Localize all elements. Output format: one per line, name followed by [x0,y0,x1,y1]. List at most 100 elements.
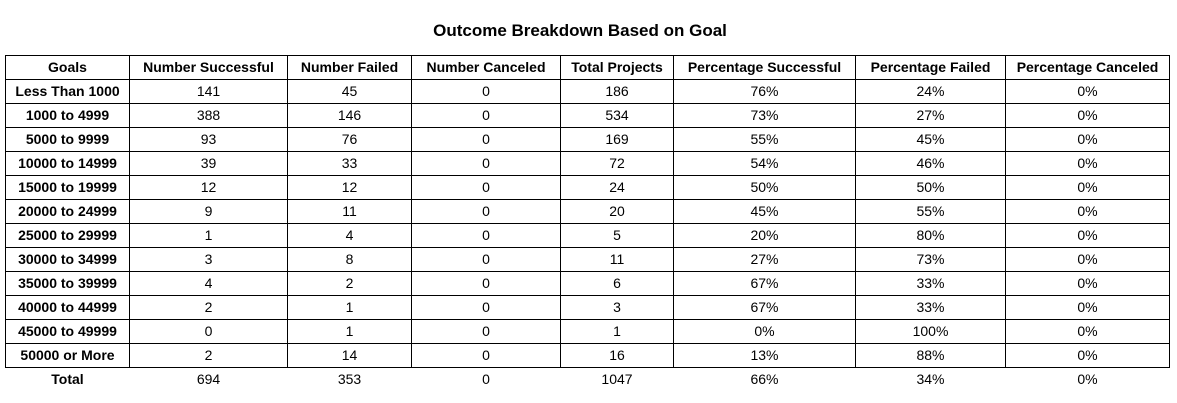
percentage-successful-cell: 45% [673,199,856,224]
total-projects-cell: 534 [560,103,674,128]
number-successful-cell: 388 [129,103,288,128]
goal-cell: 30000 to 34999 [5,247,130,272]
number-successful-cell: 0 [129,319,288,344]
number-successful-cell: 141 [129,79,288,104]
total-projects-cell: 16 [560,343,674,368]
percentage-canceled-cell: 0% [1005,199,1170,224]
number-canceled-cell: 0 [411,295,561,320]
table-row: 40000 to 44999 2 1 0 3 67% 33% 0% [5,295,1170,320]
total-projects-cell: 20 [560,199,674,224]
goal-cell: 10000 to 14999 [5,151,130,176]
number-successful-cell: 694 [196,371,221,387]
header-goals: Goals [5,55,130,80]
goal-cell: 15000 to 19999 [5,175,130,200]
percentage-successful-cell: 20% [673,223,856,248]
number-failed-cell: 146 [287,103,412,128]
total-projects-cell: 1047 [601,371,633,387]
total-projects-cell: 24 [560,175,674,200]
number-canceled-cell: 0 [411,343,561,368]
goal-cell: 50000 or More [5,343,130,368]
number-canceled-cell: 0 [411,319,561,344]
number-canceled-cell: 0 [411,151,561,176]
percentage-canceled-cell: 0% [1005,127,1170,152]
total-projects-cell: 6 [560,271,674,296]
percentage-failed-cell: 34% [916,371,945,387]
goal-cell: 20000 to 24999 [5,199,130,224]
percentage-canceled-cell: 0% [1005,319,1170,344]
percentage-canceled-cell: 0% [1005,223,1170,248]
total-projects-cell: 3 [560,295,674,320]
table-row: 30000 to 34999 3 8 0 11 27% 73% 0% [5,247,1170,272]
goal-cell: 45000 to 49999 [5,319,130,344]
table-row: 45000 to 49999 0 1 0 1 0% 100% 0% [5,319,1170,344]
percentage-successful-cell: 76% [673,79,856,104]
percentage-canceled-cell: 0% [1005,175,1170,200]
percentage-failed-cell: 80% [855,223,1006,248]
total-projects-cell: 169 [560,127,674,152]
table-body: Less Than 1000 141 45 0 186 76% 24% 0% 1000 to 4… [5,79,1170,392]
percentage-canceled-cell: 0% [1005,103,1170,128]
percentage-failed-cell: 46% [855,151,1006,176]
percentage-canceled-cell: 0% [1005,271,1170,296]
goal-cell: 40000 to 44999 [5,295,130,320]
goal-cell: Total [51,371,84,387]
goal-cell: 25000 to 29999 [5,223,130,248]
table-row: 1000 to 4999 388 146 0 534 73% 27% 0% [5,103,1170,128]
goal-cell: Less Than 1000 [5,79,130,104]
percentage-successful-cell: 0% [673,319,856,344]
percentage-failed-cell: 73% [855,247,1006,272]
percentage-successful-cell: 66% [750,371,779,387]
percentage-canceled-cell: 0% [1005,247,1170,272]
percentage-successful-cell: 54% [673,151,856,176]
percentage-successful-cell: 73% [673,103,856,128]
header-number-canceled: Number Canceled [411,55,561,80]
header-row: Goals Number Successful Number Failed Nu… [5,55,1170,80]
total-projects-cell: 11 [560,247,674,272]
table-row: 5000 to 9999 93 76 0 169 55% 45% 0% [5,127,1170,152]
outcome-table: Goals Number Successful Number Failed Nu… [5,55,1170,391]
goal-cell: 1000 to 4999 [5,103,130,128]
number-failed-cell: 353 [337,371,362,387]
percentage-canceled-cell: 0% [1005,295,1170,320]
number-successful-cell: 4 [129,271,288,296]
percentage-failed-cell: 88% [855,343,1006,368]
number-canceled-cell: 0 [411,175,561,200]
number-successful-cell: 2 [129,343,288,368]
header-percentage-successful: Percentage Successful [673,55,856,80]
percentage-successful-cell: 67% [673,295,856,320]
table-row: 25000 to 29999 1 4 0 5 20% 80% 0% [5,223,1170,248]
number-successful-cell: 39 [129,151,288,176]
percentage-canceled-cell: 0% [1005,79,1170,104]
number-canceled-cell: 0 [411,223,561,248]
header-number-successful: Number Successful [129,55,288,80]
percentage-failed-cell: 33% [855,271,1006,296]
total-row: Total 694 353 0 1047 66% 34% 0% [6,368,1170,392]
number-failed-cell: 1 [287,319,412,344]
percentage-canceled-cell: 0% [1077,371,1098,387]
number-failed-cell: 33 [287,151,412,176]
percentage-failed-cell: 24% [855,79,1006,104]
goal-cell: 35000 to 39999 [5,271,130,296]
number-failed-cell: 1 [287,295,412,320]
number-failed-cell: 14 [287,343,412,368]
percentage-failed-cell: 33% [855,295,1006,320]
number-failed-cell: 8 [287,247,412,272]
percentage-failed-cell: 27% [855,103,1006,128]
number-failed-cell: 2 [287,271,412,296]
percentage-failed-cell: 100% [855,319,1006,344]
number-successful-cell: 1 [129,223,288,248]
number-failed-cell: 11 [287,199,412,224]
header-number-failed: Number Failed [287,55,412,80]
header-total-projects: Total Projects [560,55,674,80]
percentage-canceled-cell: 0% [1005,151,1170,176]
percentage-successful-cell: 13% [673,343,856,368]
percentage-failed-cell: 45% [855,127,1006,152]
number-canceled-cell: 0 [411,199,561,224]
total-projects-cell: 72 [560,151,674,176]
number-successful-cell: 2 [129,295,288,320]
number-failed-cell: 12 [287,175,412,200]
percentage-failed-cell: 50% [855,175,1006,200]
number-canceled-cell: 0 [411,79,561,104]
number-canceled-cell: 0 [411,127,561,152]
table-row: 15000 to 19999 12 12 0 24 50% 50% 0% [5,175,1170,200]
